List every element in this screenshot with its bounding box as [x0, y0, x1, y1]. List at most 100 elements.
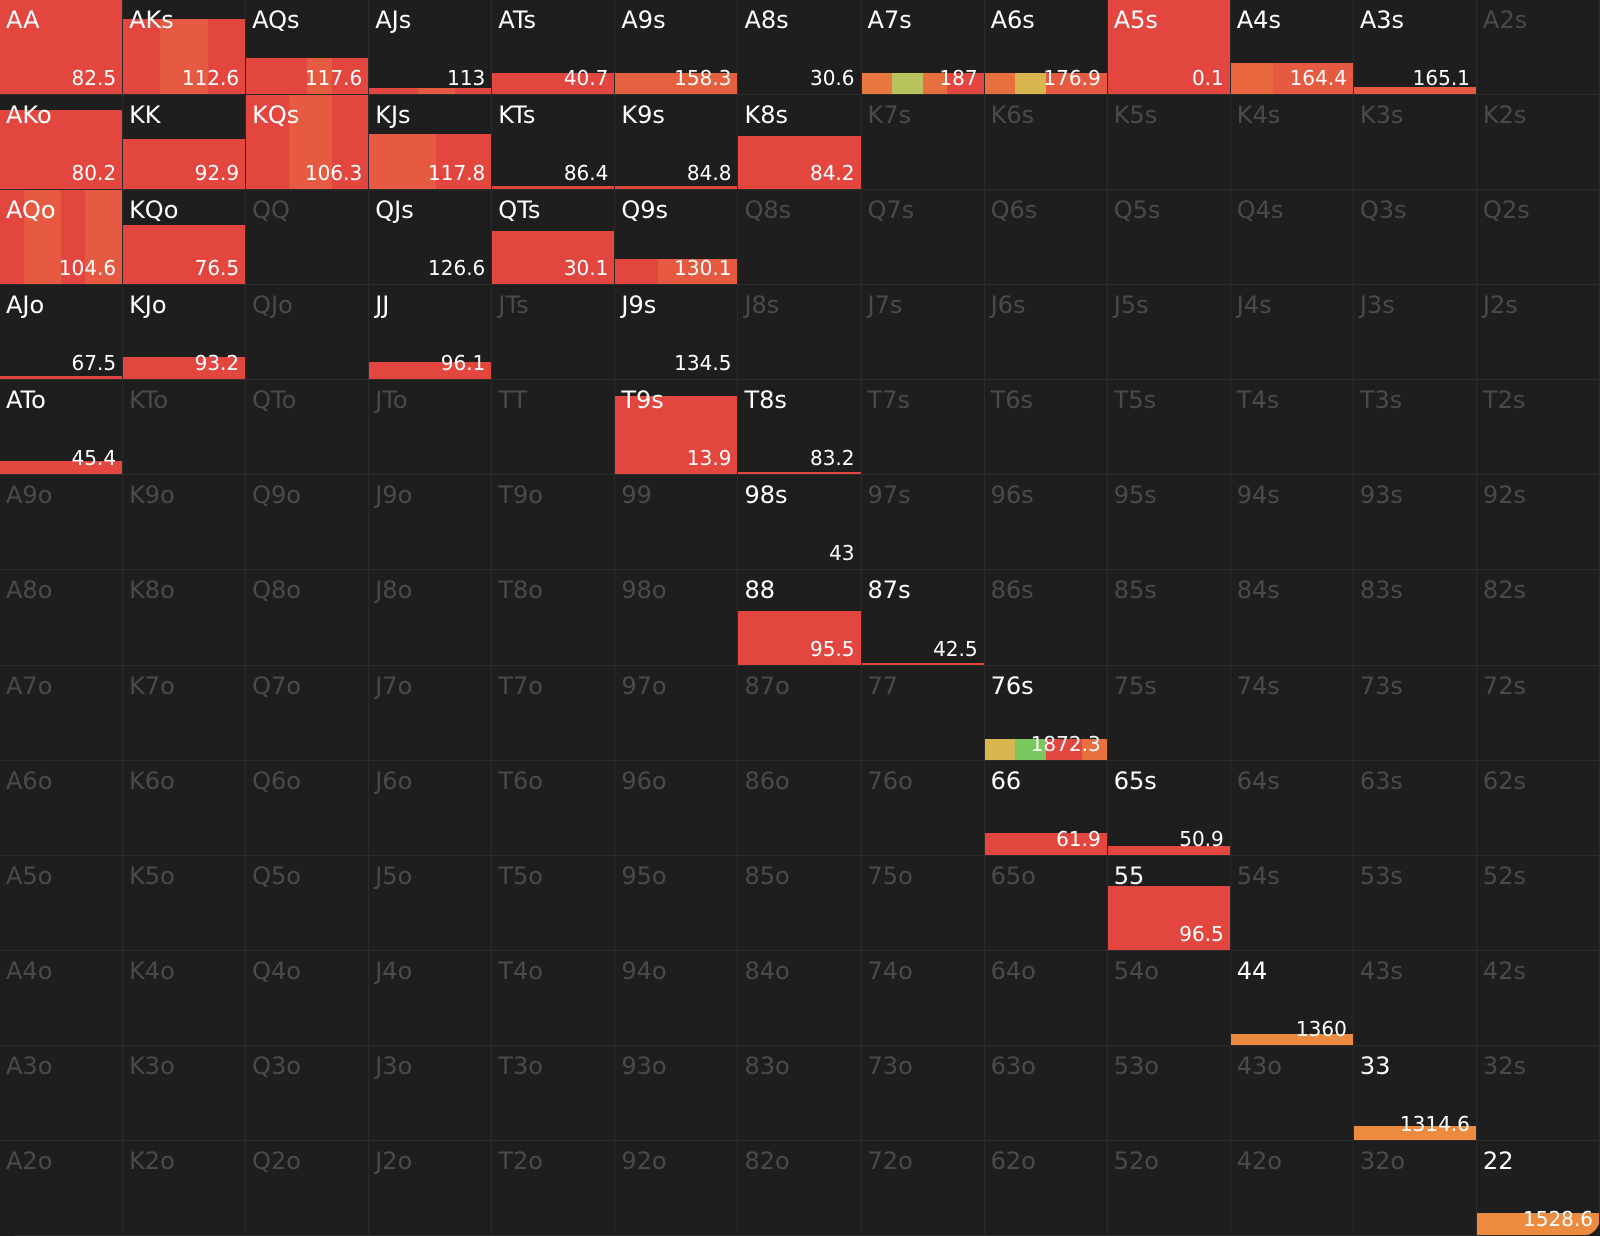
hand-cell[interactable]: 82s: [1476, 570, 1600, 666]
hand-cell[interactable]: 22 1528.6: [1476, 1140, 1600, 1236]
hand-cell[interactable]: A5s 0.1: [1107, 0, 1231, 96]
hand-cell[interactable]: J9s 134.5: [615, 285, 739, 381]
hand-cell[interactable]: J8s: [738, 285, 862, 381]
hand-cell[interactable]: 52s: [1476, 855, 1600, 951]
hand-cell[interactable]: Q8o: [246, 570, 370, 666]
hand-cell[interactable]: 92s: [1476, 475, 1600, 571]
hand-cell[interactable]: 98s 43: [738, 475, 862, 571]
hand-cell[interactable]: 95s: [1107, 475, 1231, 571]
hand-cell[interactable]: 72o: [861, 1140, 985, 1236]
hand-cell[interactable]: 53s: [1353, 855, 1477, 951]
hand-cell[interactable]: 66 61.9: [984, 760, 1108, 856]
hand-cell[interactable]: 63s: [1353, 760, 1477, 856]
hand-cell[interactable]: 88 95.5: [738, 570, 862, 666]
hand-cell[interactable]: K4s: [1230, 95, 1354, 191]
hand-cell[interactable]: K8o: [123, 570, 247, 666]
hand-cell[interactable]: AQs 117.6: [246, 0, 370, 96]
hand-cell[interactable]: 53o: [1107, 1045, 1231, 1141]
hand-cell[interactable]: Q9o: [246, 475, 370, 571]
hand-cell[interactable]: 93s: [1353, 475, 1477, 571]
hand-cell[interactable]: K6s: [984, 95, 1108, 191]
hand-cell[interactable]: Q7s: [861, 190, 985, 286]
hand-cell[interactable]: T7s: [861, 380, 985, 476]
hand-cell[interactable]: T4o: [492, 950, 616, 1046]
hand-cell[interactable]: TT: [492, 380, 616, 476]
hand-cell[interactable]: J2o: [369, 1140, 493, 1236]
hand-cell[interactable]: QJs 126.6: [369, 190, 493, 286]
hand-cell[interactable]: 64s: [1230, 760, 1354, 856]
hand-cell[interactable]: AKo 80.2: [0, 95, 124, 191]
hand-cell[interactable]: T8s 83.2: [738, 380, 862, 476]
hand-cell[interactable]: A3s 165.1: [1353, 0, 1477, 96]
hand-cell[interactable]: 82o: [738, 1140, 862, 1236]
hand-cell[interactable]: 63o: [984, 1045, 1108, 1141]
hand-cell[interactable]: 95o: [615, 855, 739, 951]
hand-cell[interactable]: 84o: [738, 950, 862, 1046]
hand-cell[interactable]: 83o: [738, 1045, 862, 1141]
hand-cell[interactable]: ATo 45.4: [0, 380, 124, 476]
hand-cell[interactable]: T6s: [984, 380, 1108, 476]
hand-cell[interactable]: T5o: [492, 855, 616, 951]
hand-cell[interactable]: 98o: [615, 570, 739, 666]
hand-cell[interactable]: J5s: [1107, 285, 1231, 381]
hand-cell[interactable]: 32o: [1353, 1140, 1477, 1236]
hand-cell[interactable]: K9s 84.8: [615, 95, 739, 191]
hand-cell[interactable]: T6o: [492, 760, 616, 856]
hand-cell[interactable]: J5o: [369, 855, 493, 951]
hand-cell[interactable]: 85s: [1107, 570, 1231, 666]
hand-cell[interactable]: 92o: [615, 1140, 739, 1236]
hand-cell[interactable]: Q3o: [246, 1045, 370, 1141]
hand-cell[interactable]: A8s 30.6: [738, 0, 862, 96]
hand-cell[interactable]: 97s: [861, 475, 985, 571]
hand-cell[interactable]: A7o: [0, 665, 124, 761]
hand-cell[interactable]: 87o: [738, 665, 862, 761]
hand-cell[interactable]: JJ 96.1: [369, 285, 493, 381]
hand-cell[interactable]: A5o: [0, 855, 124, 951]
hand-cell[interactable]: J7s: [861, 285, 985, 381]
hand-cell[interactable]: QTs 30.1: [492, 190, 616, 286]
hand-cell[interactable]: Q5s: [1107, 190, 1231, 286]
hand-cell[interactable]: T4s: [1230, 380, 1354, 476]
hand-cell[interactable]: K6o: [123, 760, 247, 856]
hand-cell[interactable]: T9s 13.9: [615, 380, 739, 476]
hand-cell[interactable]: T5s: [1107, 380, 1231, 476]
hand-cell[interactable]: 73o: [861, 1045, 985, 1141]
hand-cell[interactable]: J4s: [1230, 285, 1354, 381]
hand-cell[interactable]: K5s: [1107, 95, 1231, 191]
hand-cell[interactable]: Q4o: [246, 950, 370, 1046]
hand-cell[interactable]: 96s: [984, 475, 1108, 571]
hand-cell[interactable]: KJs 117.8: [369, 95, 493, 191]
hand-cell[interactable]: 96o: [615, 760, 739, 856]
hand-cell[interactable]: 73s: [1353, 665, 1477, 761]
hand-cell[interactable]: KJo 93.2: [123, 285, 247, 381]
hand-cell[interactable]: 32s: [1476, 1045, 1600, 1141]
hand-cell[interactable]: A6s 176.9: [984, 0, 1108, 96]
hand-cell[interactable]: A3o: [0, 1045, 124, 1141]
hand-cell[interactable]: AJo 67.5: [0, 285, 124, 381]
hand-cell[interactable]: JTs: [492, 285, 616, 381]
hand-cell[interactable]: 84s: [1230, 570, 1354, 666]
hand-cell[interactable]: A2s: [1476, 0, 1600, 96]
hand-cell[interactable]: 94o: [615, 950, 739, 1046]
hand-cell[interactable]: Q4s: [1230, 190, 1354, 286]
hand-cell[interactable]: Q9s 130.1: [615, 190, 739, 286]
hand-cell[interactable]: 94s: [1230, 475, 1354, 571]
hand-cell[interactable]: 62s: [1476, 760, 1600, 856]
hand-cell[interactable]: 74s: [1230, 665, 1354, 761]
hand-cell[interactable]: AQo 104.6: [0, 190, 124, 286]
hand-cell[interactable]: 85o: [738, 855, 862, 951]
hand-cell[interactable]: AKs 112.6: [123, 0, 247, 96]
hand-cell[interactable]: T9o: [492, 475, 616, 571]
hand-cell[interactable]: KK 92.9: [123, 95, 247, 191]
hand-cell[interactable]: T8o: [492, 570, 616, 666]
hand-cell[interactable]: 75o: [861, 855, 985, 951]
hand-cell[interactable]: Q6s: [984, 190, 1108, 286]
hand-cell[interactable]: Q2o: [246, 1140, 370, 1236]
hand-cell[interactable]: K3s: [1353, 95, 1477, 191]
hand-cell[interactable]: J4o: [369, 950, 493, 1046]
hand-cell[interactable]: 33 1314.6: [1353, 1045, 1477, 1141]
hand-cell[interactable]: AJs 113: [369, 0, 493, 96]
hand-cell[interactable]: Q2s: [1476, 190, 1600, 286]
hand-cell[interactable]: 42o: [1230, 1140, 1354, 1236]
hand-cell[interactable]: A4o: [0, 950, 124, 1046]
